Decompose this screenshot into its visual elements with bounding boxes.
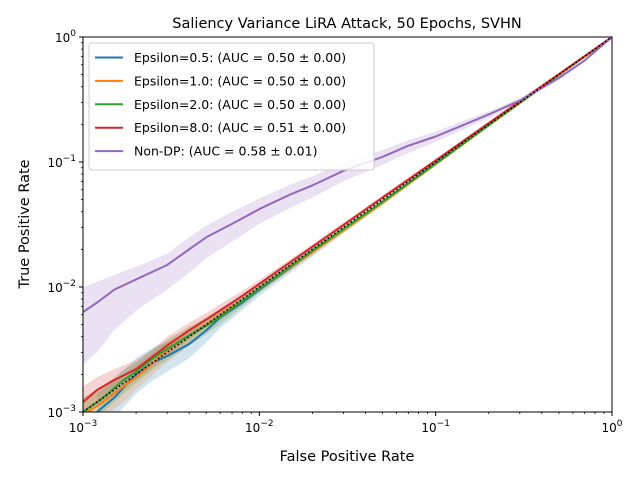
y-tick-label: 10−3 bbox=[47, 404, 76, 420]
y-tick-label: 10−1 bbox=[47, 154, 76, 170]
legend-entry-label: Epsilon=0.5: (AUC = 0.50 ± 0.00) bbox=[134, 50, 346, 65]
series-line-2 bbox=[83, 37, 612, 412]
x-tick-label: 10−2 bbox=[245, 419, 274, 435]
legend-entry-label: Epsilon=8.0: (AUC = 0.51 ± 0.00) bbox=[134, 120, 346, 135]
y-axis-label: True Positive Rate bbox=[17, 159, 33, 289]
series-line-4 bbox=[83, 37, 612, 313]
x-tick-label: 10−1 bbox=[421, 419, 450, 435]
legend-entry-label: Non-DP: (AUC = 0.58 ± 0.01) bbox=[134, 144, 317, 159]
chance-diagonal bbox=[83, 37, 612, 412]
legend: Epsilon=0.5: (AUC = 0.50 ± 0.00) Epsilon=… bbox=[88, 42, 375, 171]
y-tick-label: 10−2 bbox=[47, 279, 76, 295]
series-line-3 bbox=[83, 37, 612, 403]
x-tick-label: 10−3 bbox=[69, 419, 98, 435]
x-axis-label: False Positive Rate bbox=[280, 449, 415, 465]
series-band-0 bbox=[96, 37, 612, 412]
x-axis-ticks: 10−3 10−2 10−1 100 bbox=[69, 412, 623, 435]
legend-box bbox=[88, 42, 375, 171]
reference-line bbox=[83, 37, 612, 412]
y-axis-ticks: 10−3 10−2 10−1 100 bbox=[47, 29, 83, 420]
x-tick-label: 100 bbox=[601, 419, 622, 435]
legend-entry-label: Epsilon=2.0: (AUC = 0.50 ± 0.00) bbox=[134, 97, 346, 112]
chart-title: Saliency Variance LiRA Attack, 50 Epochs… bbox=[172, 16, 521, 32]
plot-frame bbox=[82, 36, 613, 413]
y-tick-label: 100 bbox=[55, 29, 76, 45]
legend-entry-label: Epsilon=1.0: (AUC = 0.50 ± 0.00) bbox=[134, 73, 346, 88]
series-lines bbox=[83, 37, 612, 412]
